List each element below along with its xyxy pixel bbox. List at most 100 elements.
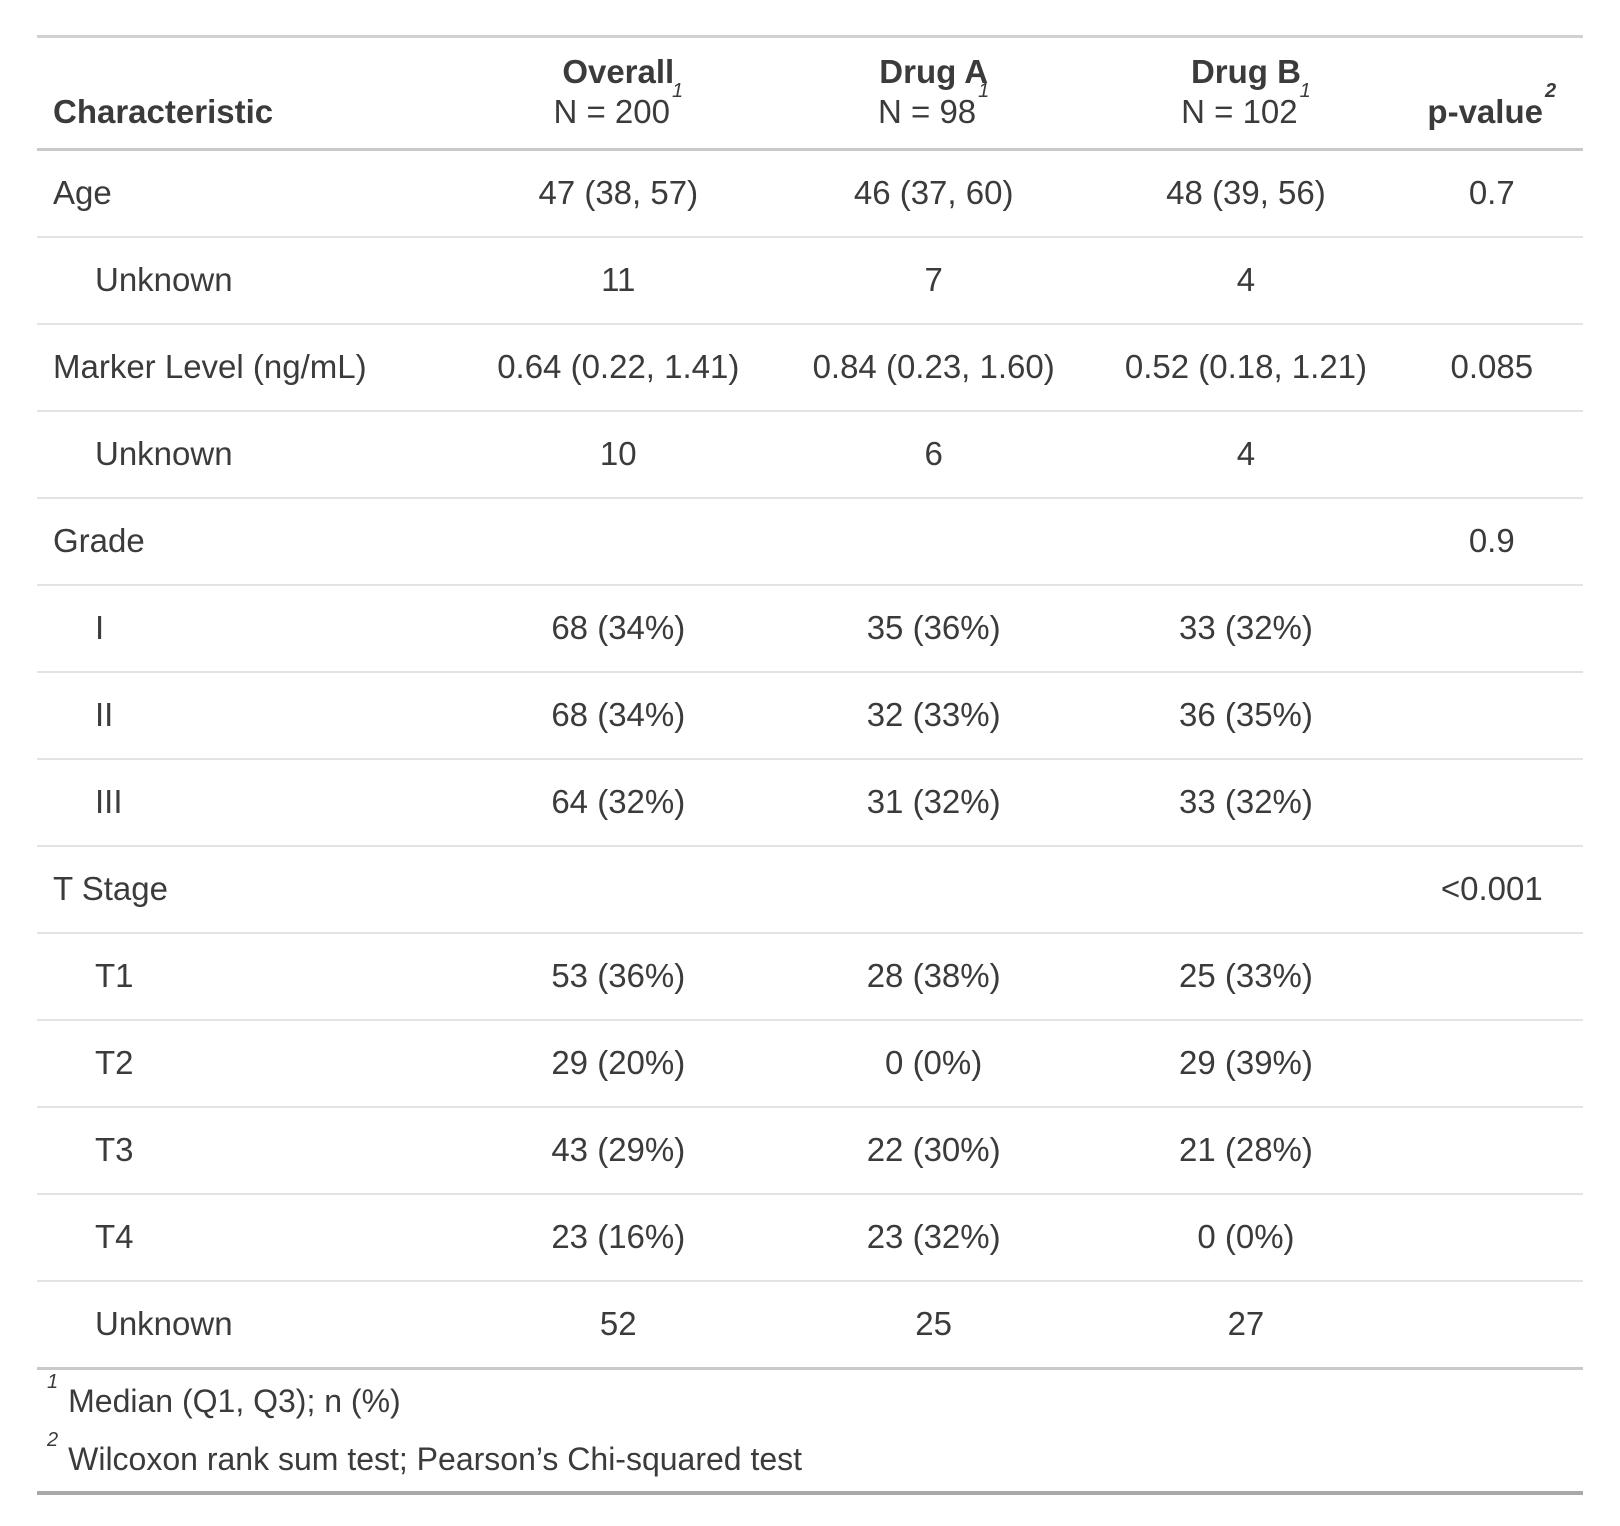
cell-pvalue: [1400, 1107, 1583, 1195]
header-drug-a-label: Drug A: [879, 53, 989, 90]
cell-overall: 0.64 (0.22, 1.41): [460, 324, 776, 412]
cell-overall: [460, 846, 776, 934]
cell-pvalue: [1401, 1281, 1583, 1367]
cell-drug-b: [1091, 498, 1401, 586]
footnote-marker: 1: [47, 1371, 59, 1394]
cell-overall: 11: [460, 237, 776, 325]
cell-drug-b: 48 (39, 56): [1091, 149, 1401, 238]
cell-drug-b: 4: [1091, 237, 1401, 325]
header-drug-b: Drug B N = 1021: [1091, 36, 1401, 151]
cell-pvalue: [1400, 933, 1583, 1021]
cell-drug-a: 32 (33%): [775, 672, 1092, 760]
header-pvalue: p-value2: [1400, 36, 1583, 151]
cell-pvalue: 0.7: [1400, 149, 1583, 238]
cell-pvalue: [1400, 1020, 1583, 1108]
cell-pvalue: [1400, 411, 1583, 499]
table-row: T4 23 (16%) 23 (32%) 0 (0%): [37, 1194, 1583, 1282]
cell-drug-b: 21 (28%): [1091, 1107, 1401, 1195]
table-row: T1 53 (36%) 28 (38%) 25 (33%): [37, 933, 1583, 1021]
table-row: Age 47 (38, 57) 46 (37, 60) 48 (39, 56) 0.7: [37, 149, 1583, 238]
header-drug-a-n-text: N = 98: [878, 93, 977, 130]
cell-overall: 68 (34%): [460, 585, 776, 673]
cell-overall: 47 (38, 57): [460, 149, 776, 238]
table-row: Grade 0.9: [37, 498, 1583, 586]
table-row: T3 43 (29%) 22 (30%) 21 (28%): [37, 1107, 1583, 1195]
row-label: Unknown: [95, 1305, 233, 1342]
table-row: II 68 (34%) 32 (33%) 36 (35%): [37, 672, 1583, 760]
row-label: T Stage: [37, 846, 461, 934]
cell-pvalue: [1400, 759, 1583, 847]
footnote-ref-icon: 1: [978, 80, 990, 102]
cell-drug-a: 7: [775, 237, 1092, 325]
table-row: III 64 (32%) 31 (32%) 33 (32%): [37, 759, 1583, 847]
table-row: Marker Level (ng/mL) 0.64 (0.22, 1.41) 0.8…: [37, 324, 1583, 412]
table-body: Age 47 (38, 57) 46 (37, 60) 48 (39, 56) 0.7 U…: [37, 149, 1583, 1368]
footnote-marker: 2: [47, 1429, 59, 1452]
header-drug-b-label: Drug B: [1190, 53, 1301, 90]
cell-overall: 23 (16%): [460, 1194, 776, 1282]
table-row: Unknown 10 6 4: [37, 411, 1583, 499]
header-pvalue-label: p-value: [1427, 93, 1543, 130]
header-overall-label: Overall: [562, 53, 675, 90]
cell-drug-a: 0 (0%): [775, 1020, 1092, 1108]
cell-pvalue: [1400, 1194, 1583, 1282]
cell-pvalue: [1400, 585, 1583, 673]
cell-overall: [460, 498, 776, 586]
cell-overall: 43 (29%): [460, 1107, 776, 1195]
footnote-ref-icon: 2: [1544, 80, 1557, 102]
header-overall-n-text: N = 200: [553, 93, 670, 130]
cell-drug-a: 0.84 (0.23, 1.60): [775, 324, 1092, 412]
cell-drug-b: 0.52 (0.18, 1.21): [1091, 324, 1401, 412]
cell-drug-b: 33 (32%): [1091, 759, 1401, 847]
header-characteristic: Characteristic: [37, 36, 461, 151]
row-label: T2: [37, 1020, 461, 1108]
cell-overall: 64 (32%): [460, 759, 776, 847]
cell-drug-a: 46 (37, 60): [775, 149, 1092, 238]
summary-table: Characteristic Overall N = 2001 Drug A N…: [37, 35, 1583, 1367]
footnote: 2 Wilcoxon rank sum test; Pearson’s Chi-s…: [37, 1430, 1583, 1488]
cell-drug-b: 4: [1091, 411, 1401, 499]
cell-drug-b: 0 (0%): [1091, 1194, 1401, 1282]
cell-overall: 68 (34%): [460, 672, 776, 760]
table-row: Unknown 52 25 27: [37, 1281, 1583, 1367]
cell-overall: 52: [599, 1305, 637, 1342]
header-overall-n: N = 2001: [469, 81, 768, 132]
cell-drug-a: 31 (32%): [775, 759, 1092, 847]
row-label: II: [37, 672, 461, 760]
cell-drug-a: 25: [915, 1305, 953, 1342]
cell-pvalue: 0.9: [1400, 498, 1583, 586]
cell-pvalue: [1400, 237, 1583, 325]
table-row: T2 29 (20%) 0 (0%) 29 (39%): [37, 1020, 1583, 1108]
row-label: Grade: [37, 498, 461, 586]
footnote: 1 Median (Q1, Q3); n (%): [37, 1372, 1583, 1430]
table-row: I 68 (34%) 35 (36%) 33 (32%): [37, 585, 1583, 673]
cell-drug-a: 35 (36%): [775, 585, 1092, 673]
row-label: Age: [37, 149, 461, 238]
cell-drug-b: 29 (39%): [1091, 1020, 1401, 1108]
row-label: I: [37, 585, 461, 673]
cell-drug-b: 36 (35%): [1091, 672, 1401, 760]
cell-pvalue: 0.085: [1400, 324, 1583, 412]
footnote-ref-icon: 1: [671, 80, 684, 102]
row-label: Marker Level (ng/mL): [37, 324, 461, 412]
table-row: Unknown 11 7 4: [37, 237, 1583, 325]
row-label: T1: [37, 933, 461, 1021]
cell-drug-a: 22 (30%): [775, 1107, 1092, 1195]
header-drug-a: Drug A N = 981: [775, 36, 1092, 151]
row-label: T4: [37, 1194, 461, 1282]
row-label: Unknown: [37, 411, 461, 499]
cell-drug-a: 23 (32%): [775, 1194, 1092, 1282]
cell-overall: 29 (20%): [460, 1020, 776, 1108]
footnote-ref-icon: 1: [1299, 80, 1311, 102]
footnotes: 1 Median (Q1, Q3); n (%) 2 Wilcoxon rank su…: [37, 1367, 1583, 1491]
cell-drug-a: [775, 498, 1092, 586]
cell-overall: 10: [460, 411, 776, 499]
header-drug-b-n-text: N = 102: [1181, 93, 1298, 130]
header-overall: Overall N = 2001: [460, 36, 776, 151]
cell-overall: 53 (36%): [460, 933, 776, 1021]
cell-drug-a: 6: [775, 411, 1092, 499]
header-drug-a-n: N = 981: [784, 81, 1083, 132]
cell-pvalue: [1400, 672, 1583, 760]
footnote-text: Median (Q1, Q3); n (%): [68, 1383, 401, 1419]
cell-drug-b: 25 (33%): [1091, 933, 1401, 1021]
